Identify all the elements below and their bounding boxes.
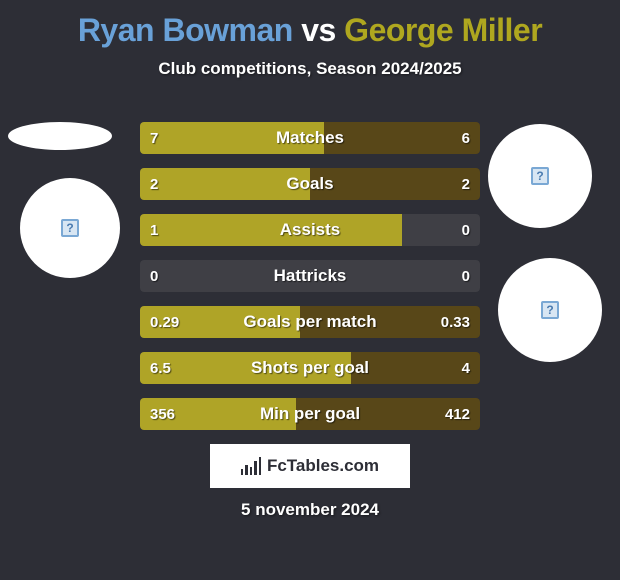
subtitle: Club competitions, Season 2024/2025	[0, 59, 620, 79]
player2-bar-segment	[310, 168, 480, 200]
player2-value: 6	[462, 130, 470, 147]
player2-avatar-circle-2: ?	[498, 258, 602, 362]
stat-row: 6.5 4 Shots per goal	[140, 352, 480, 384]
infographic-date: 5 november 2024	[0, 500, 620, 520]
decor-ellipse	[8, 122, 112, 150]
player1-bar-segment	[140, 168, 310, 200]
logo-chart-icon	[241, 457, 261, 475]
player2-bar-segment	[324, 122, 480, 154]
player2-bar-segment	[351, 352, 480, 384]
player1-bar-segment	[140, 214, 402, 246]
logo-text: FcTables.com	[267, 456, 379, 476]
comparison-title: Ryan Bowman vs George Miller	[0, 0, 620, 49]
player2-value: 0	[462, 222, 470, 239]
player2-value: 4	[462, 360, 470, 377]
metric-label: Shots per goal	[251, 358, 369, 378]
player2-value: 0	[462, 268, 470, 285]
player1-value: 2	[150, 176, 158, 193]
player1-value: 1	[150, 222, 158, 239]
player1-value: 0	[150, 268, 158, 285]
player2-value: 2	[462, 176, 470, 193]
player2-avatar-circle-1: ?	[488, 124, 592, 228]
player1-name: Ryan Bowman	[78, 12, 293, 48]
player1-value: 356	[150, 406, 175, 423]
stat-row: 1 0 Assists	[140, 214, 480, 246]
stat-row: 0 0 Hattricks	[140, 260, 480, 292]
player1-value: 0.29	[150, 314, 179, 331]
stat-row: 356 412 Min per goal	[140, 398, 480, 430]
player1-value: 6.5	[150, 360, 171, 377]
metric-label: Assists	[280, 220, 340, 240]
metric-label: Hattricks	[274, 266, 347, 286]
player1-avatar-circle: ?	[20, 178, 120, 278]
metric-label: Matches	[276, 128, 344, 148]
player2-value: 0.33	[441, 314, 470, 331]
image-placeholder-icon: ?	[61, 219, 79, 237]
vs-text: vs	[301, 12, 336, 48]
image-placeholder-icon: ?	[541, 301, 559, 319]
player1-value: 7	[150, 130, 158, 147]
image-placeholder-icon: ?	[531, 167, 549, 185]
player2-name: George Miller	[344, 12, 542, 48]
metric-label: Goals per match	[243, 312, 376, 332]
fctables-logo: FcTables.com	[210, 444, 410, 488]
metric-label: Min per goal	[260, 404, 360, 424]
player2-value: 412	[445, 406, 470, 423]
stat-row: 7 6 Matches	[140, 122, 480, 154]
metric-label: Goals	[286, 174, 333, 194]
stat-row: 2 2 Goals	[140, 168, 480, 200]
stats-bars: 7 6 Matches 2 2 Goals 1 0 Assists 0 0 Hattricks 0.29…	[140, 122, 480, 444]
stat-row: 0.29 0.33 Goals per match	[140, 306, 480, 338]
